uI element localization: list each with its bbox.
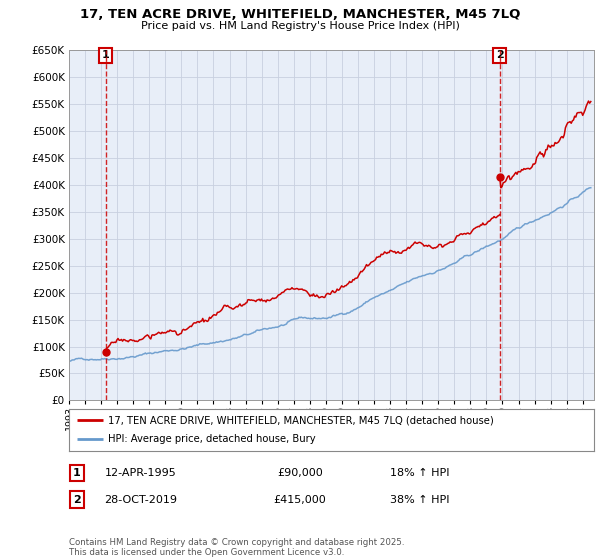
Text: 38% ↑ HPI: 38% ↑ HPI (390, 494, 450, 505)
Text: £90,000: £90,000 (277, 468, 323, 478)
Text: 2: 2 (73, 494, 80, 505)
Text: 18% ↑ HPI: 18% ↑ HPI (390, 468, 450, 478)
Text: Price paid vs. HM Land Registry's House Price Index (HPI): Price paid vs. HM Land Registry's House … (140, 21, 460, 31)
Text: 1: 1 (102, 50, 109, 60)
Text: 17, TEN ACRE DRIVE, WHITEFIELD, MANCHESTER, M45 7LQ: 17, TEN ACRE DRIVE, WHITEFIELD, MANCHEST… (80, 8, 520, 21)
Text: Contains HM Land Registry data © Crown copyright and database right 2025.
This d: Contains HM Land Registry data © Crown c… (69, 538, 404, 557)
Text: £415,000: £415,000 (274, 494, 326, 505)
Text: 12-APR-1995: 12-APR-1995 (105, 468, 177, 478)
Text: 2: 2 (496, 50, 503, 60)
Text: 1: 1 (73, 468, 80, 478)
Text: 28-OCT-2019: 28-OCT-2019 (104, 494, 178, 505)
Text: 17, TEN ACRE DRIVE, WHITEFIELD, MANCHESTER, M45 7LQ (detached house): 17, TEN ACRE DRIVE, WHITEFIELD, MANCHEST… (109, 415, 494, 425)
Text: HPI: Average price, detached house, Bury: HPI: Average price, detached house, Bury (109, 435, 316, 445)
